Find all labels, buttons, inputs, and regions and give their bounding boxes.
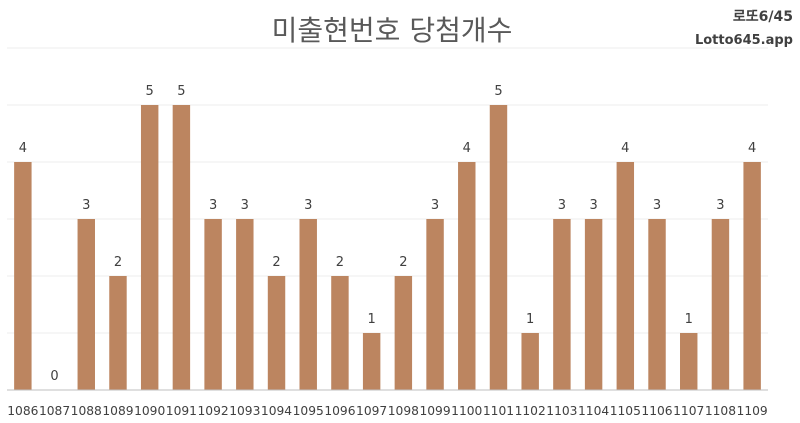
bar <box>711 219 730 390</box>
data-label: 5 <box>494 84 502 99</box>
bar <box>521 333 539 390</box>
gridlines <box>7 47 768 334</box>
x-tick-label: 1105 <box>610 403 641 418</box>
bar <box>77 219 95 390</box>
data-label: 3 <box>431 198 439 213</box>
brand-name: 로또6/45 <box>733 9 793 25</box>
x-tick-label: 1098 <box>388 403 419 418</box>
x-tick-label: 1093 <box>229 403 260 418</box>
data-label: 1 <box>526 312 534 327</box>
x-tick-label: 1086 <box>7 403 38 418</box>
data-label: 3 <box>241 198 249 213</box>
bars <box>14 105 761 390</box>
bar <box>140 105 159 390</box>
data-label: 1 <box>368 312 376 327</box>
data-label: 2 <box>336 255 344 270</box>
x-tick-label: 1087 <box>39 403 70 418</box>
x-tick-label: 1088 <box>71 403 102 418</box>
data-label: 3 <box>209 198 217 213</box>
x-tick-label: 1102 <box>515 403 546 418</box>
bar <box>489 105 508 390</box>
data-label: 2 <box>399 255 407 270</box>
data-label: 2 <box>272 255 280 270</box>
bar <box>109 276 127 390</box>
x-tick-label: 1096 <box>324 403 355 418</box>
bar <box>680 333 698 390</box>
data-label: 0 <box>50 369 58 384</box>
data-label: 4 <box>748 141 756 156</box>
data-label: 4 <box>621 141 629 156</box>
x-tick-label: 1095 <box>293 403 324 418</box>
data-label: 2 <box>114 255 122 270</box>
bar <box>331 276 349 390</box>
bar <box>616 162 635 390</box>
bar <box>394 276 413 390</box>
data-label: 3 <box>82 198 90 213</box>
bar <box>299 219 317 390</box>
bar <box>426 219 444 390</box>
data-label: 3 <box>304 198 312 213</box>
bar <box>553 219 571 390</box>
data-label: 3 <box>653 198 661 213</box>
data-label: 5 <box>177 84 185 99</box>
x-tick-label: 1106 <box>641 403 672 418</box>
x-tick-label: 1089 <box>102 403 133 418</box>
x-tick-label: 1107 <box>673 403 704 418</box>
bar <box>584 219 603 390</box>
x-tick-label: 1101 <box>483 403 514 418</box>
data-label: 1 <box>685 312 693 327</box>
data-labels: 4 0 3 2 5 5 3 3 2 3 2 1 2 3 4 5 1 3 3 4 3 1 3 4 <box>19 84 757 384</box>
x-tick-label: 1097 <box>356 403 387 418</box>
bar <box>648 219 666 390</box>
x-tick-labels: 1086 1087 1088 1089 1090 1091 1092 1093 1094 1095… <box>7 403 768 418</box>
x-tick-label: 1099 <box>419 403 450 418</box>
data-label: 5 <box>146 84 154 99</box>
bar <box>267 276 286 390</box>
data-label: 3 <box>716 198 724 213</box>
chart-title: 미출현번호 당첨개수 <box>272 14 513 47</box>
bar <box>362 333 381 390</box>
x-tick-label: 1091 <box>166 403 197 418</box>
bar <box>743 162 761 390</box>
x-tick-label: 1108 <box>705 403 736 418</box>
x-tick-label: 1092 <box>198 403 229 418</box>
x-tick-label: 1104 <box>578 403 609 418</box>
x-tick-label: 1103 <box>546 403 577 418</box>
brand-url: Lotto645.app <box>695 33 793 48</box>
data-label: 4 <box>463 141 471 156</box>
x-tick-label: 1109 <box>737 403 768 418</box>
bar <box>14 162 32 390</box>
data-label: 4 <box>19 141 27 156</box>
data-label: 3 <box>558 198 566 213</box>
x-tick-label: 1100 <box>451 403 482 418</box>
bar <box>236 219 254 390</box>
x-tick-label: 1094 <box>261 403 292 418</box>
x-tick-label: 1090 <box>134 403 165 418</box>
bar <box>172 105 191 390</box>
bar <box>204 219 222 390</box>
data-label: 3 <box>589 198 597 213</box>
bar <box>458 162 476 390</box>
